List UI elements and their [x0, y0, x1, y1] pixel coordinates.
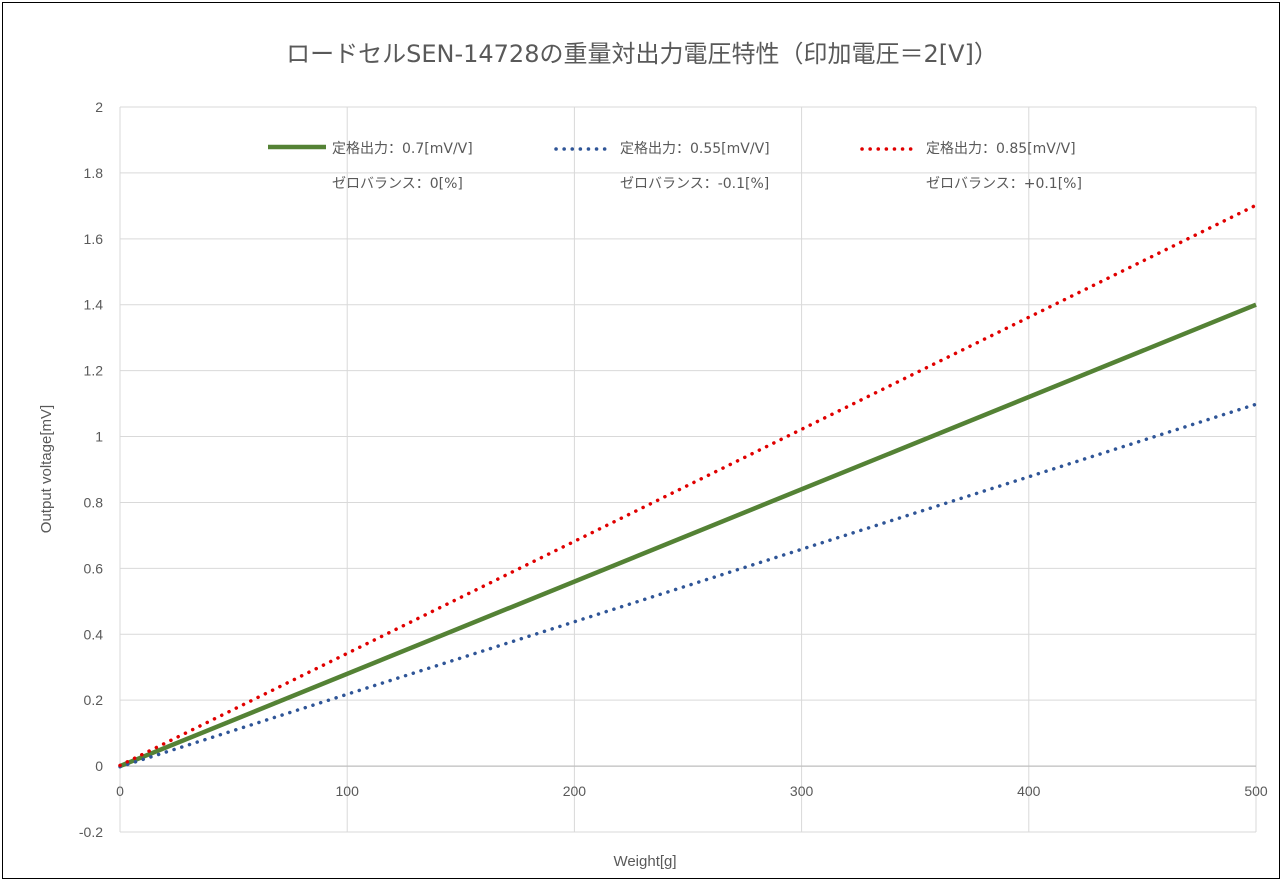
series-line-2 [118, 402, 1258, 769]
x-tick-label: 300 [790, 783, 814, 799]
y-tick-label: 0 [95, 758, 103, 774]
x-axis-label: Weight[g] [613, 853, 676, 870]
y-axis-ticks: -0.2 0 0.2 0.4 0.6 0.8 1 1.2 1.4 1.6 1.8 2 [79, 99, 103, 840]
chart-title: ロードセルSEN-14728の重量対出力電圧特性（印加電圧＝2[V]） [286, 40, 998, 68]
legend-label-series-1: 定格出力：0.7[mV/V] [332, 141, 473, 157]
y-tick-label: 2 [95, 99, 103, 115]
series-line-3 [118, 203, 1258, 768]
y-tick-label: 1.4 [84, 297, 104, 313]
legend: 定格出力：0.7[mV/V] ゼロバランス：0[%] 定格出力：0.55[mV/… [268, 141, 1082, 192]
y-tick-label: 0.2 [84, 692, 104, 708]
x-tick-label: 400 [1017, 783, 1041, 799]
legend-sublabel-series-2: ゼロバランス：-0.1[%] [620, 176, 769, 192]
x-tick-label: 0 [116, 783, 124, 799]
y-tick-label: 1.6 [84, 231, 104, 247]
legend-sublabel-series-1: ゼロバランス：0[%] [332, 176, 463, 192]
x-tick-label: 200 [563, 783, 587, 799]
legend-label-series-2: 定格出力：0.55[mV/V] [620, 141, 770, 157]
legend-sublabel-series-3: ゼロバランス：+0.1[%] [926, 176, 1082, 192]
y-tick-label: 1.2 [84, 363, 104, 379]
y-tick-label: 1 [95, 429, 103, 445]
series-line-1 [119, 302, 1257, 769]
y-tick-label: 0.8 [84, 494, 104, 510]
x-tick-label: 100 [336, 783, 360, 799]
y-tick-label: 1.8 [84, 165, 104, 181]
y-tick-label: 0.4 [84, 626, 104, 642]
y-tick-label: 0.6 [84, 560, 104, 576]
y-tick-label: -0.2 [79, 824, 103, 840]
legend-label-series-3: 定格出力：0.85[mV/V] [926, 141, 1076, 157]
gridlines [119, 106, 1257, 833]
y-axis-label: Output voltage[mV] [38, 405, 55, 533]
x-tick-label: 500 [1244, 783, 1268, 799]
series-lines [118, 203, 1258, 769]
x-axis-ticks: 0 100 200 300 400 500 [116, 783, 1268, 799]
